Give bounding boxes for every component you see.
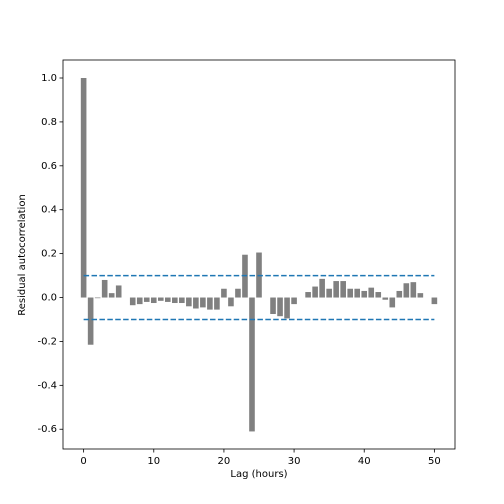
bar	[410, 282, 417, 298]
bar	[291, 297, 297, 305]
bar	[382, 297, 389, 300]
y-tick-label: 0.4	[41, 205, 57, 216]
bar	[207, 297, 213, 310]
y-tick-label: 0.2	[41, 249, 57, 260]
bar	[403, 283, 410, 298]
bar	[228, 297, 234, 307]
bar	[221, 288, 227, 298]
y-tick-label: -0.6	[37, 424, 57, 435]
y-tick-label: 1.0	[41, 73, 57, 84]
plot-frame	[62, 59, 456, 450]
bar	[270, 297, 276, 314]
bar	[375, 292, 382, 298]
bar	[417, 293, 424, 298]
bar	[319, 278, 325, 298]
bar	[214, 297, 220, 310]
bar	[157, 297, 164, 301]
bar	[354, 288, 361, 298]
x-tick-label: 50	[428, 456, 441, 467]
bar	[326, 288, 332, 298]
bar	[249, 297, 255, 432]
bar	[143, 297, 150, 302]
bar	[368, 287, 375, 298]
y-tick-label: 0.0	[41, 293, 57, 304]
bar	[115, 285, 122, 298]
bar	[172, 297, 178, 304]
bar	[347, 288, 354, 298]
bar	[193, 297, 199, 309]
x-tick-label: 30	[288, 456, 301, 467]
x-tick-label: 0	[80, 456, 86, 467]
bar	[396, 290, 403, 298]
y-tick-label: -0.2	[37, 336, 57, 347]
bar	[235, 288, 241, 298]
bar	[179, 297, 185, 304]
bar	[312, 286, 318, 298]
bar	[305, 292, 311, 298]
bar	[150, 297, 157, 304]
bar	[108, 293, 115, 298]
bar	[277, 297, 283, 317]
bar	[186, 297, 192, 307]
y-tick-label: -0.4	[37, 380, 57, 391]
x-tick-label: 40	[358, 456, 371, 467]
x-axis-label: Lag (hours)	[230, 469, 287, 480]
bar	[101, 279, 108, 298]
bar	[87, 297, 94, 345]
bar	[136, 297, 143, 305]
bar	[94, 297, 101, 299]
x-tick-label: 10	[147, 456, 160, 467]
bar	[431, 297, 438, 305]
bar	[164, 297, 171, 302]
y-axis-label: Residual autocorrelation	[17, 194, 28, 316]
bar	[389, 297, 396, 308]
bar	[340, 281, 346, 298]
bar	[200, 297, 206, 308]
x-tick-label: 20	[218, 456, 231, 467]
bar	[80, 78, 87, 298]
bar	[333, 281, 339, 298]
y-tick-label: 0.8	[41, 117, 57, 128]
y-tick-label: 0.6	[41, 161, 57, 172]
bar	[361, 290, 368, 298]
bar	[284, 297, 290, 319]
bar	[129, 297, 136, 306]
